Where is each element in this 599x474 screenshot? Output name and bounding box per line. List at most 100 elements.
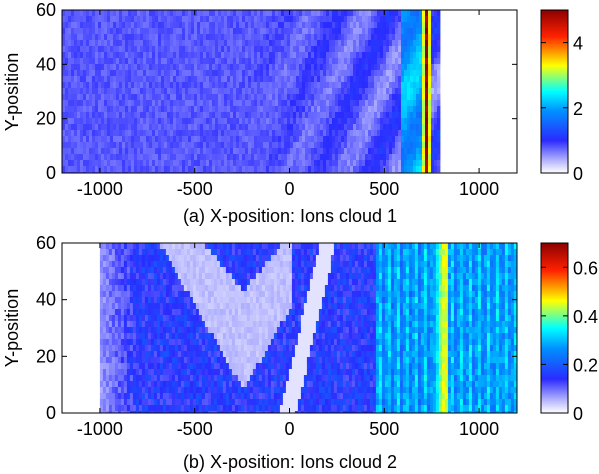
heatmap-cell <box>248 82 252 89</box>
heatmap-cell <box>71 148 75 155</box>
heatmap-cell <box>266 40 270 47</box>
heatmap-cell <box>83 136 87 143</box>
heatmap-cell <box>260 130 264 137</box>
heatmap-cell <box>284 10 288 17</box>
heatmap-cell <box>362 136 366 143</box>
heatmap-cell <box>156 327 161 334</box>
heatmap-cell <box>437 160 441 167</box>
heatmap-cell <box>152 106 156 113</box>
heatmap-cell <box>219 267 224 274</box>
heatmap-cell <box>374 88 378 95</box>
heatmap-cell <box>74 76 78 83</box>
heatmap-cell <box>344 58 348 65</box>
heatmap-cell <box>98 154 102 161</box>
heatmap-cell <box>141 243 146 250</box>
heatmap-cell <box>437 22 441 29</box>
heatmap-cell <box>227 58 231 65</box>
heatmap-cell <box>222 411 227 413</box>
heatmap-cell <box>407 40 411 47</box>
heatmap-cell <box>207 315 212 322</box>
heatmap-cell <box>116 52 120 59</box>
heatmap-cell <box>195 321 200 328</box>
heatmap-cell <box>419 10 423 17</box>
heatmap-cell <box>230 52 234 59</box>
heatmap-cell <box>240 393 245 400</box>
heatmap-cell <box>165 291 170 298</box>
heatmap-cell <box>341 106 345 113</box>
heatmap-cell <box>197 70 201 77</box>
heatmap-cell <box>239 130 243 137</box>
heatmap-cell <box>104 112 108 119</box>
heatmap-cell <box>129 297 134 304</box>
heatmap-cell <box>86 130 90 137</box>
heatmap-cell <box>189 303 194 310</box>
heatmap-cell <box>260 106 264 113</box>
heatmap-cell <box>194 16 198 23</box>
heatmap-cell <box>428 40 432 47</box>
heatmap-cell <box>377 148 381 155</box>
heatmap-cell <box>144 333 149 340</box>
heatmap-cell <box>95 64 99 71</box>
heatmap-cell <box>99 309 104 316</box>
heatmap-cell <box>218 124 222 131</box>
heatmap-cell <box>200 34 204 41</box>
heatmap-cell <box>162 255 167 262</box>
heatmap-cell <box>150 255 155 262</box>
heatmap-cell <box>165 363 170 370</box>
heatmap-cell <box>416 64 420 71</box>
heatmap-cell <box>98 130 102 137</box>
heatmap-cell <box>431 94 435 101</box>
heatmap-cell <box>206 16 210 23</box>
heatmap-cell <box>168 411 173 413</box>
heatmap-cell <box>314 136 318 143</box>
heatmap-cell <box>162 315 167 322</box>
heatmap-cell <box>101 82 105 89</box>
heatmap-cell <box>186 345 191 352</box>
heatmap-cell <box>383 154 387 161</box>
heatmap-cell <box>99 381 104 388</box>
x-tick-label: 1000 <box>459 179 499 199</box>
heatmap-cell <box>221 124 225 131</box>
heatmap-cell <box>224 166 228 173</box>
heatmap-cell <box>371 40 375 47</box>
heatmap-cell <box>123 339 128 346</box>
heatmap-cell <box>171 279 176 286</box>
heatmap-cell <box>407 88 411 95</box>
heatmap-cell <box>98 112 102 119</box>
heatmap-cell <box>239 142 243 149</box>
heatmap-cell <box>153 315 158 322</box>
heatmap-cell <box>323 76 327 83</box>
heatmap-cell <box>140 124 144 131</box>
heatmap-cell <box>158 118 162 125</box>
heatmap-cell <box>314 82 318 89</box>
heatmap-cell <box>398 70 402 77</box>
heatmap-cell <box>95 88 99 95</box>
heatmap-cell <box>353 94 357 101</box>
heatmap-cell <box>251 112 255 119</box>
heatmap-cell <box>120 381 125 388</box>
heatmap-cell <box>119 118 123 125</box>
heatmap-cell <box>344 124 348 131</box>
heatmap-cell <box>323 148 327 155</box>
heatmap-cell <box>165 321 170 328</box>
heatmap-cell <box>143 52 147 59</box>
heatmap-cell <box>212 34 216 41</box>
heatmap-cell <box>410 100 414 107</box>
heatmap-cell <box>171 297 176 304</box>
heatmap-cell <box>434 148 438 155</box>
heatmap-cell <box>368 166 372 173</box>
heatmap-cell <box>126 285 131 292</box>
heatmap-cell <box>341 142 345 149</box>
heatmap-cell <box>119 64 123 71</box>
heatmap-cell <box>195 345 200 352</box>
heatmap-cell <box>150 351 155 358</box>
heatmap-cell <box>263 34 267 41</box>
heatmap-cell <box>308 106 312 113</box>
heatmap-cell <box>275 94 279 101</box>
heatmap-cell <box>374 118 378 125</box>
heatmap-cell <box>98 34 102 41</box>
heatmap-cell <box>173 154 177 161</box>
heatmap-cell <box>374 64 378 71</box>
heatmap-cell <box>200 118 204 125</box>
heatmap-cell <box>168 345 173 352</box>
